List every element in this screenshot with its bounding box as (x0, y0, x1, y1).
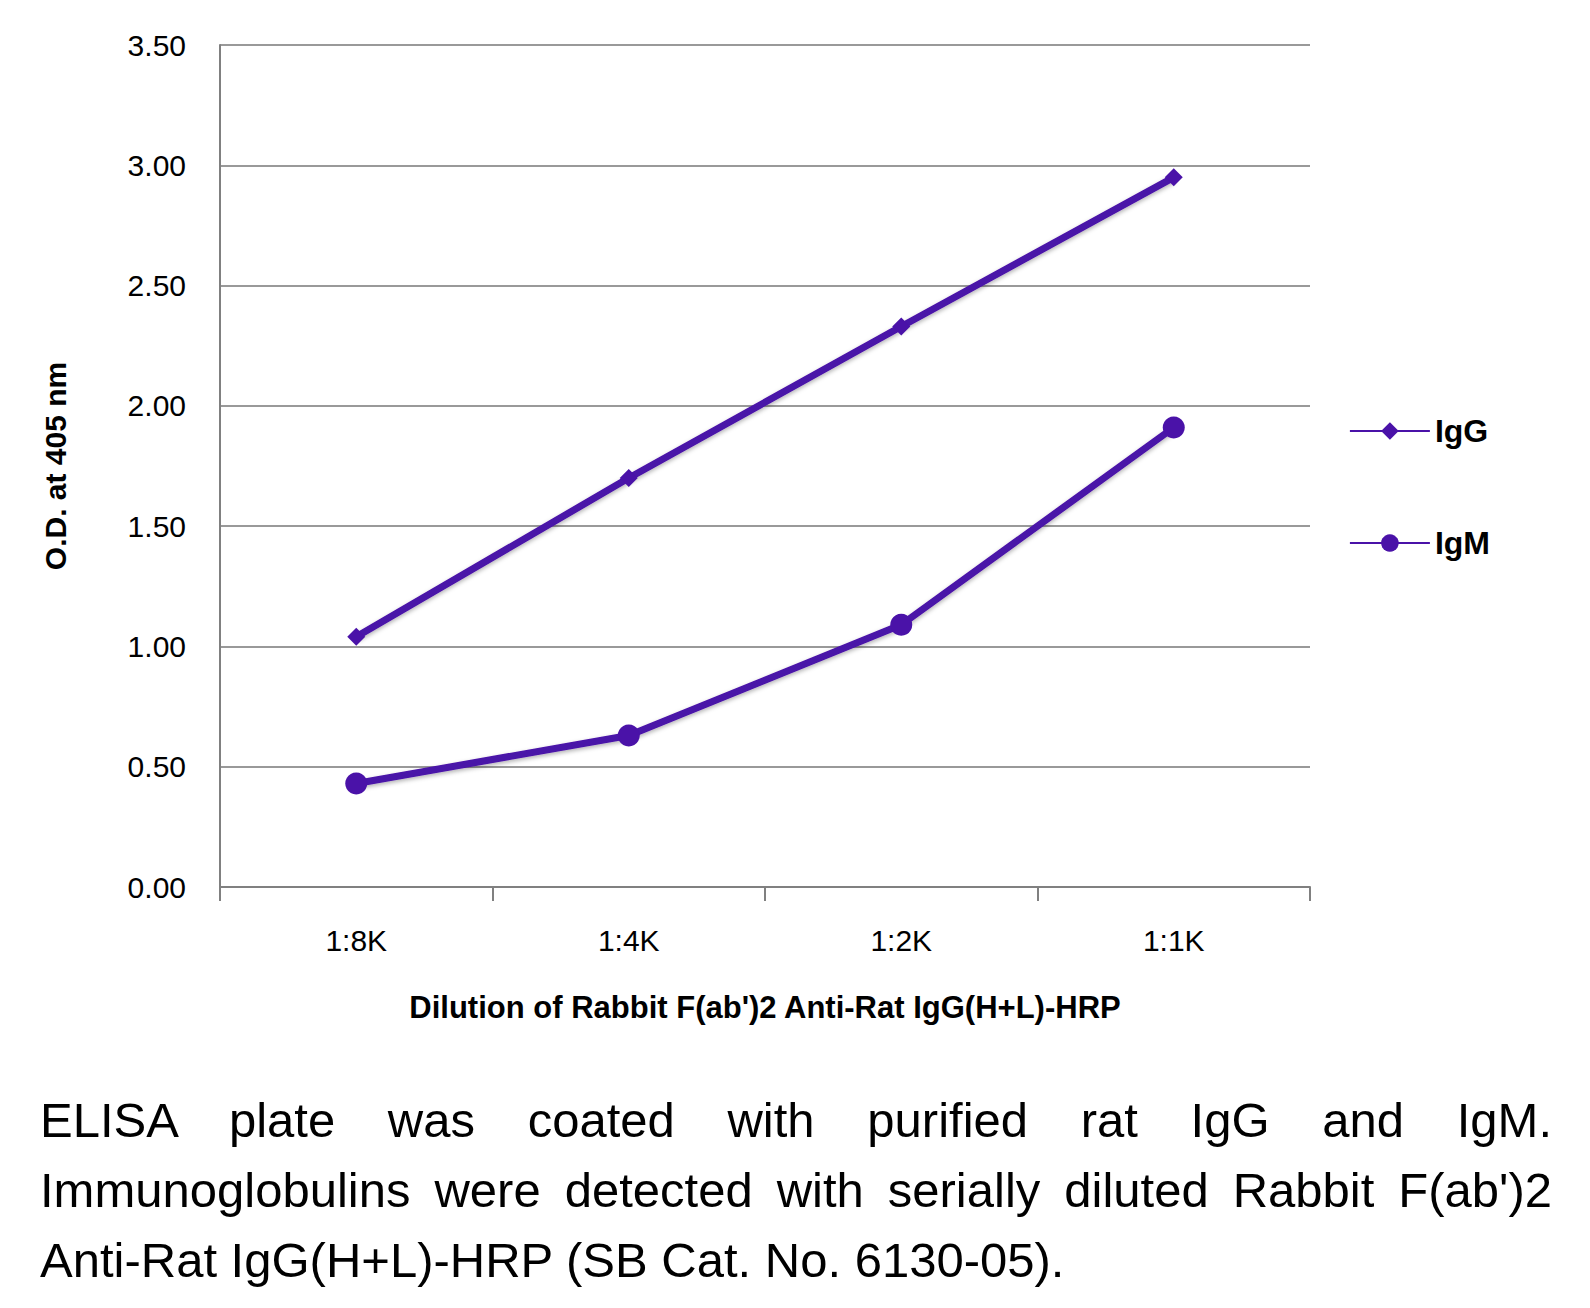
svg-text:O.D. at 405 nm: O.D. at 405 nm (39, 362, 72, 570)
svg-text:2.00: 2.00 (128, 389, 186, 422)
svg-text:1.00: 1.00 (128, 630, 186, 663)
svg-text:3.00: 3.00 (128, 149, 186, 182)
svg-text:1:1K: 1:1K (1143, 924, 1205, 957)
html-text:ELISA plate was coated with pu: ELISA plate was coated with purified rat… (40, 1093, 1552, 1287)
svg-text:2.50: 2.50 (128, 269, 186, 302)
svg-text:3.50: 3.50 (128, 29, 186, 62)
svg-text:1:4K: 1:4K (598, 924, 660, 957)
svg-text:1:8K: 1:8K (325, 924, 387, 957)
svg-text:0.50: 0.50 (128, 750, 186, 783)
svg-text:0.00: 0.00 (128, 871, 186, 904)
svg-text:Dilution of Rabbit F(ab')2 Ant: Dilution of Rabbit F(ab')2 Anti-Rat IgG(… (409, 990, 1120, 1025)
svg-text:IgM: IgM (1435, 525, 1490, 561)
svg-text:IgG: IgG (1435, 413, 1488, 449)
svg-text:1.50: 1.50 (128, 510, 186, 543)
svg-text:1:2K: 1:2K (870, 924, 932, 957)
